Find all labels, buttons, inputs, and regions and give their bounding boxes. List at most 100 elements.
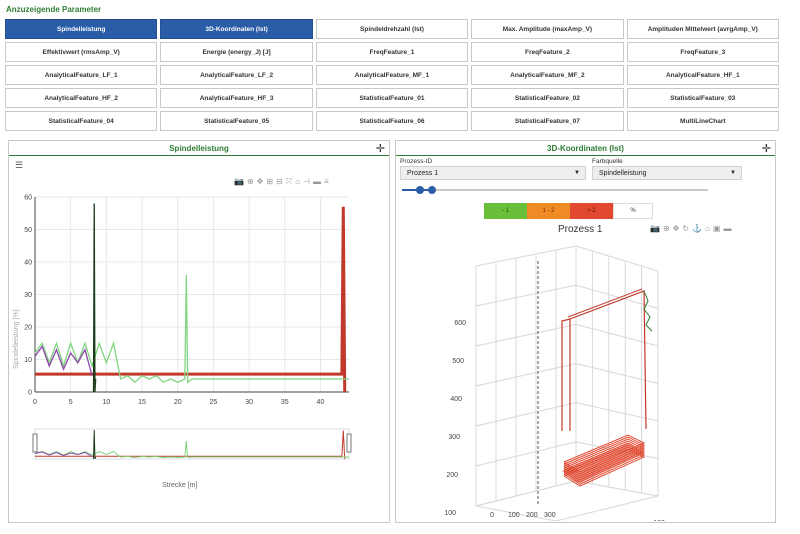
range-series-line (35, 430, 346, 460)
y-tick-label: 200 (526, 512, 538, 519)
prozess-select[interactable]: Prozess 1 ▼ (400, 166, 586, 180)
parameter-grid: Spindelleistung 3D-Koordinaten (Ist) Spind… (5, 19, 779, 131)
y-axis-title: Spindelleistung [%] (13, 309, 20, 369)
spindelleistung-chart[interactable]: Strecke [m] Spindelleistung [%] 0 10 20 30 4… (9, 177, 389, 522)
grid-line (475, 402, 577, 427)
y-tick-label: 50 (24, 227, 32, 234)
panel-title: Spindelleistung (169, 143, 229, 153)
y-tick-label: 0 (490, 512, 494, 519)
turntable-icon[interactable]: ⚓ (692, 224, 703, 233)
param-button[interactable]: Max. Amplitude (maxAmp_V) (471, 19, 624, 39)
param-button[interactable]: Amplituden Mittelwert (avrgAmp_V) (626, 19, 779, 39)
legend-red: > 2 (570, 203, 613, 219)
param-button[interactable]: FreqFeature_1 (315, 42, 469, 62)
prozess-id-label: Prozess-ID (400, 158, 433, 165)
chart-title: Prozess 1 (558, 224, 603, 235)
x-tick-label: 10 (102, 399, 110, 406)
camera-reset-icon[interactable]: ▣ (712, 224, 721, 233)
koordinaten-3d-chart[interactable]: Prozess 1 600500400300200100z0100200300-… (396, 221, 775, 521)
param-button[interactable]: StatisticalFeature_01 (315, 88, 469, 108)
toolpath-green (643, 290, 653, 332)
param-button[interactable]: Energie (energy_J) [J] (160, 42, 313, 62)
z-tick-label: 400 (450, 396, 462, 403)
param-button[interactable]: AnalyticalFeature_HF_3 (160, 88, 313, 108)
autoscale-icon[interactable]: ⤧ (285, 177, 293, 186)
grid-line (575, 323, 659, 347)
prozess-select-value: Prozess 1 (407, 169, 439, 177)
toolpath-block-fill (562, 443, 644, 483)
param-button[interactable]: StatisticalFeature_03 (626, 88, 779, 108)
param-button[interactable]: StatisticalFeature_06 (315, 111, 469, 131)
param-button[interactable]: FreqFeature_2 (471, 42, 624, 62)
param-button[interactable]: AnalyticalFeature_MF_1 (315, 65, 469, 85)
pan-icon[interactable]: ✥ (256, 177, 264, 186)
slider-handle-min[interactable] (416, 186, 424, 194)
param-button[interactable]: AnalyticalFeature_MF_2 (471, 65, 624, 85)
y-tick-label: 60 (24, 195, 32, 202)
zoom-icon[interactable]: ⊕ (662, 224, 670, 233)
y-tick-label: 40 (24, 260, 32, 267)
y-tick-label: 0 (28, 390, 32, 397)
param-button[interactable]: AnalyticalFeature_HF_2 (5, 88, 158, 108)
slider-track[interactable] (402, 189, 708, 191)
compare-icon[interactable]: ≡ (324, 177, 329, 186)
zoom-in-icon[interactable]: ⊞ (266, 177, 274, 186)
camera-icon[interactable]: 📷 (650, 224, 660, 233)
param-button[interactable]: AnalyticalFeature_HF_1 (626, 65, 779, 85)
z-tick-label: 600 (454, 320, 466, 327)
pan-icon[interactable]: ✥ (672, 224, 680, 233)
range-slider-frame (34, 428, 350, 460)
range-series-line (34, 440, 349, 459)
spindelleistung-panel: Spindelleistung ✛ ☰ 📷 ⊕ ✥ ⊞ ⊟ ⤧ ⌂ ⊣ ▬ ≡ … (8, 140, 390, 523)
x-tick-label: 15 (138, 399, 146, 406)
x-tick-label: 20 (174, 399, 182, 406)
grid-line (475, 441, 577, 467)
z-tick-label: 200 (446, 472, 458, 479)
legend-unit: % (613, 203, 653, 219)
move-icon[interactable]: ✛ (375, 143, 385, 155)
param-button[interactable]: Spindeldrehzahl (Ist) (315, 19, 469, 39)
hover-icon[interactable]: ▬ (313, 177, 321, 186)
zoom-icon[interactable]: ⊕ (246, 177, 254, 186)
range-handle-right (346, 433, 352, 453)
series-line (34, 274, 349, 384)
param-button[interactable]: AnalyticalFeature_LF_2 (160, 65, 313, 85)
color-legend: - 1 1 - 2 > 2 % (484, 203, 653, 219)
farbquelle-select[interactable]: Spindelleistung ▼ (592, 166, 742, 180)
param-button[interactable]: StatisticalFeature_02 (471, 88, 624, 108)
x-tick-label: 5 (69, 399, 73, 406)
param-button[interactable]: 3D-Koordinaten (Ist) (160, 19, 313, 39)
hover-icon[interactable]: ▬ (723, 224, 732, 233)
panel-title: 3D-Koordinaten (Ist) (547, 143, 624, 153)
param-button[interactable]: StatisticalFeature_04 (5, 111, 158, 131)
grid-line (575, 363, 659, 384)
param-button[interactable]: AnalyticalFeature_LF_1 (5, 65, 158, 85)
z-tick-label: 500 (452, 358, 464, 365)
section-title: Anzuzeigende Parameter (6, 5, 102, 14)
toolpath-frame (561, 318, 571, 431)
toolpath-top-2 (567, 288, 643, 318)
z-tick-label: 100 (444, 510, 456, 517)
param-button[interactable]: FreqFeature_3 (626, 42, 779, 62)
z-tick-label: 300 (448, 434, 460, 441)
slider-handle-max[interactable] (428, 186, 436, 194)
farbquelle-select-value: Spindelleistung (599, 169, 647, 177)
param-button[interactable]: MultiLineChart (626, 111, 779, 131)
camera-icon[interactable]: 📷 (234, 177, 244, 186)
grid-line (475, 284, 577, 307)
spike-icon[interactable]: ⊣ (303, 177, 310, 186)
list-icon[interactable]: ☰ (15, 160, 24, 170)
param-button[interactable]: Spindelleistung (5, 19, 158, 39)
param-button[interactable]: Effektivwert (rmsAmp_V) (5, 42, 158, 62)
plot-modebar-3d: 📷 ⊕ ✥ ↻ ⚓ ⌂ ▣ ▬ (650, 224, 731, 233)
y-tick-label: 30 (24, 292, 32, 299)
y-tick-label: 20 (24, 325, 32, 332)
zoom-out-icon[interactable]: ⊟ (276, 177, 283, 186)
move-icon[interactable]: ✛ (761, 143, 771, 155)
plot-modebar: 📷 ⊕ ✥ ⊞ ⊟ ⤧ ⌂ ⊣ ▬ ≡ (234, 177, 329, 187)
home-icon[interactable]: ⌂ (705, 224, 710, 233)
orbit-icon[interactable]: ↻ (682, 224, 690, 233)
home-icon[interactable]: ⌂ (295, 177, 301, 186)
param-button[interactable]: StatisticalFeature_05 (160, 111, 313, 131)
param-button[interactable]: StatisticalFeature_07 (471, 111, 624, 131)
